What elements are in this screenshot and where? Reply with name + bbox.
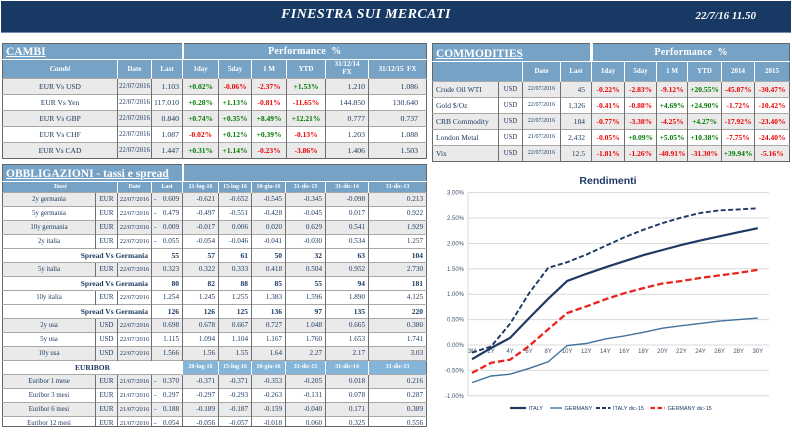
svg-text:8Y: 8Y bbox=[545, 349, 552, 355]
svg-text:-0.50%: -0.50% bbox=[445, 368, 465, 374]
svg-text:16Y: 16Y bbox=[619, 349, 630, 355]
svg-text:28Y: 28Y bbox=[733, 349, 744, 355]
svg-text:0.00%: 0.00% bbox=[447, 343, 465, 349]
svg-text:2.00%: 2.00% bbox=[447, 241, 465, 247]
svg-text:20Y: 20Y bbox=[657, 349, 668, 355]
svg-text:4Y: 4Y bbox=[506, 349, 513, 355]
svg-text:2Y: 2Y bbox=[487, 349, 494, 355]
svg-text:GERMANY dic-15: GERMANY dic-15 bbox=[668, 406, 712, 412]
svg-text:12Y: 12Y bbox=[581, 349, 592, 355]
svg-text:1.00%: 1.00% bbox=[447, 292, 465, 298]
svg-text:-1.00%: -1.00% bbox=[445, 394, 465, 400]
svg-text:18Y: 18Y bbox=[638, 349, 649, 355]
svg-text:ITALY: ITALY bbox=[529, 406, 544, 412]
svg-text:2.50%: 2.50% bbox=[447, 216, 465, 222]
svg-text:26Y: 26Y bbox=[714, 349, 725, 355]
svg-text:22Y: 22Y bbox=[676, 349, 687, 355]
svg-text:1.50%: 1.50% bbox=[447, 267, 465, 273]
svg-text:ITALY dic-15: ITALY dic-15 bbox=[613, 406, 644, 412]
svg-text:24Y: 24Y bbox=[695, 349, 706, 355]
svg-text:Rendimenti: Rendimenti bbox=[579, 175, 636, 187]
svg-text:GERMANY: GERMANY bbox=[565, 406, 593, 412]
svg-text:0.50%: 0.50% bbox=[447, 318, 465, 324]
svg-text:14Y: 14Y bbox=[600, 349, 611, 355]
svg-text:6Y: 6Y bbox=[525, 349, 532, 355]
svg-text:30Y: 30Y bbox=[752, 349, 763, 355]
svg-text:10Y: 10Y bbox=[562, 349, 573, 355]
svg-text:3.00%: 3.00% bbox=[447, 191, 465, 197]
